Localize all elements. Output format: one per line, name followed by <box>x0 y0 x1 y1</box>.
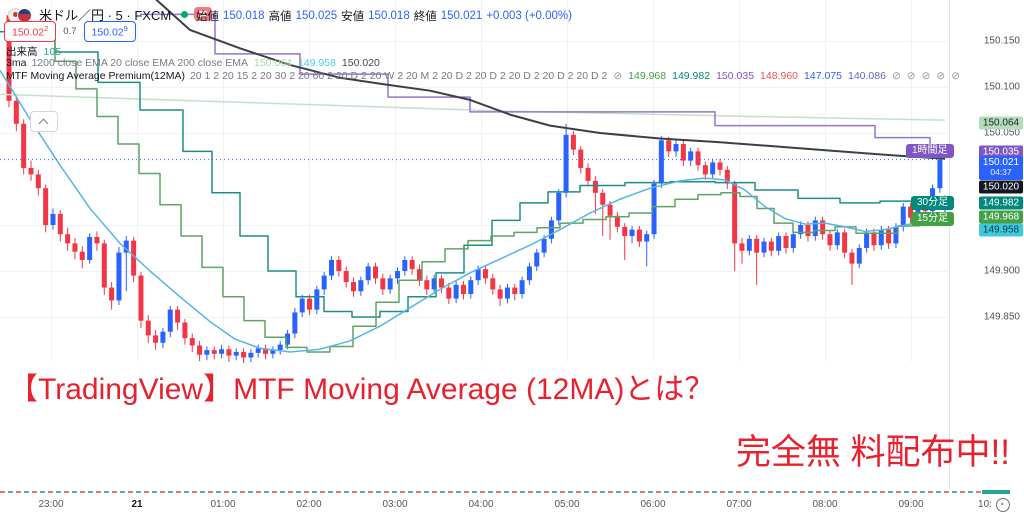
ma3-params: 1200 close EMA 20 close EMA 200 close EM… <box>31 57 248 69</box>
session-progress-bar <box>982 490 1010 494</box>
price-axis[interactable]: 150.150150.100150.050149.950149.900149.8… <box>949 0 1024 490</box>
time-label: 03:00 <box>382 499 408 510</box>
line-ma30-30min <box>0 31 946 318</box>
mtf-title: MTF Moving Average Premium(12MA) <box>6 70 185 82</box>
mtf-values: ⊘ 149.968 149.982 150.035 148.960 147.075 140.… <box>607 70 960 82</box>
open-label: 始値 <box>196 11 219 23</box>
grid-layer <box>0 0 948 362</box>
volume-legend[interactable]: 出来高 105 <box>6 44 61 59</box>
time-label: 06:00 <box>640 499 666 510</box>
low-label: 安値 <box>341 11 365 23</box>
session-breaks-line <box>0 491 1010 493</box>
tf-badge-30m: 30分足 <box>911 196 955 210</box>
ma3-value: 150.020 <box>341 57 380 69</box>
mtf-value: ⊘ <box>613 70 623 82</box>
ohlc-row: 始値 150.018 高値 150.025 安値 150.018 終値 150.021 … <box>196 8 572 24</box>
price-tick: 150.050 <box>983 127 1020 139</box>
price-badge: 150.064 <box>979 116 1023 130</box>
realtime-clock-icon[interactable] <box>996 498 1010 512</box>
mtf-value: 150.035 <box>716 70 755 82</box>
time-label: 08:00 <box>812 499 838 510</box>
symbol-row[interactable]: 米ドル／円 · 5 · FXCM <box>8 5 213 23</box>
mtf-value: 148.960 <box>760 70 799 82</box>
mtf-params: 20 1 2 20 15 2 20 30 2 20 60 2 20 D 2 20… <box>189 70 608 82</box>
time-label: 21 <box>131 499 143 510</box>
high-label: 高値 <box>268 11 292 23</box>
open-value: 150.018 <box>223 10 265 22</box>
tf-badge-15m: 15分足 <box>911 212 955 226</box>
mtf-value: 140.086 <box>847 70 886 82</box>
time-axis[interactable]: 23:00 21 01:00 02:00 03:00 04:00 05:00 06:00 07:… <box>0 490 1024 517</box>
time-label: 05:00 <box>554 499 580 510</box>
tf-badge-1h: 1時間足 <box>906 144 954 158</box>
ma3-values: 150.064 149.958 150.020 <box>248 57 380 69</box>
chevron-up-icon <box>38 118 49 129</box>
time-label: 23:00 <box>38 499 64 510</box>
symbol-title: 米ドル／円 · 5 · FXCM <box>39 7 172 23</box>
line-ema-20 <box>0 70 946 353</box>
close-value: 150.021 <box>440 10 483 22</box>
mtf-value: ⊘ <box>906 70 916 82</box>
mtf-legend[interactable]: MTF Moving Average Premium(12MA) 20 1 2 2… <box>6 70 960 82</box>
price-badge: 150.021 04:37 <box>979 156 1023 180</box>
price-tick: 149.850 <box>983 311 1020 323</box>
quote-buttons: 150.022 0.7 150.029 <box>4 21 136 42</box>
line-ema-200 <box>155 0 946 160</box>
low-value: 150.018 <box>368 10 410 22</box>
time-label: 09:00 <box>898 499 924 510</box>
time-label: 10: <box>978 499 992 510</box>
time-label: 02:00 <box>296 499 322 510</box>
price-badge: 149.968 <box>979 210 1023 224</box>
spread-value: 0.7 <box>63 25 77 37</box>
pane-collapse-button[interactable] <box>30 111 58 132</box>
mtf-value: 149.982 <box>672 70 711 82</box>
market-open-dot-icon <box>181 10 189 18</box>
ma3-title: 3ma <box>6 57 27 69</box>
time-label: 01:00 <box>210 499 236 510</box>
price-badge: 149.982 <box>979 196 1023 210</box>
price-badge: 150.035 <box>979 145 1023 159</box>
price-tick: 150.150 <box>983 35 1020 47</box>
time-label: 04:00 <box>468 499 494 510</box>
usdjpy-pair-icon <box>8 7 34 23</box>
ma3-value: 149.958 <box>297 57 336 69</box>
line-ema-1200 <box>0 93 946 121</box>
mtf-value: ⊘ <box>936 70 946 82</box>
mtf-value: 149.968 <box>628 70 667 82</box>
time-label: 07:00 <box>726 499 752 510</box>
idea-marker-icon[interactable] <box>194 7 213 21</box>
close-label: 終値 <box>413 11 437 23</box>
candles-layer <box>6 11 943 363</box>
mtf-value: ⊘ <box>951 70 961 82</box>
sell-button[interactable]: 150.022 <box>4 21 57 42</box>
mtf-value: ⊘ <box>921 70 931 82</box>
caption-subtitle: 完全無 料配布中!! <box>735 433 1010 472</box>
ma3-value: 150.064 <box>253 57 292 69</box>
mtf-value: ⊘ <box>891 70 901 82</box>
volume-value: 105 <box>43 46 62 58</box>
buy-button[interactable]: 150.029 <box>83 21 136 42</box>
chart-canvas[interactable] <box>0 0 949 490</box>
price-badge: 150.020 <box>979 180 1023 194</box>
caption-title: 【TradingView】MTF Moving Average (12MA)とは… <box>8 373 715 406</box>
price-badge: 149.958 <box>979 223 1023 237</box>
high-value: 150.025 <box>295 10 338 22</box>
ma3-legend[interactable]: 3ma 1200 close EMA 20 close EMA 200 close… <box>6 57 380 69</box>
line-ma15-15min <box>34 31 946 353</box>
change-value: +0.003 (+0.00%) <box>486 10 572 22</box>
price-tick: 150.100 <box>983 81 1020 93</box>
mtf-value: 147.075 <box>804 70 842 82</box>
price-tick: 149.900 <box>983 265 1020 277</box>
volume-label: 出来高 <box>6 46 38 58</box>
